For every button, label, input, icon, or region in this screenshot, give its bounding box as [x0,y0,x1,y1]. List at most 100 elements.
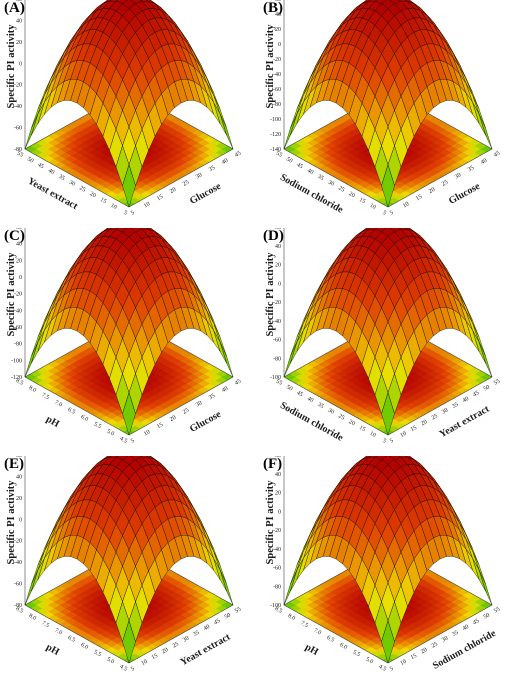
z-tick-d-5: -40 [273,319,281,325]
surface-mesh-b [283,0,493,208]
y-tick-a-10: 55 [16,151,24,159]
x-tick-a-4: 25 [182,180,190,188]
y-tick-d-10: 55 [275,379,283,387]
z-tick-b-5: -40 [273,72,281,78]
x-tick-a-7: 40 [221,158,229,166]
x-tick-b-0: 5 [389,210,395,217]
z-tick-c-6: -60 [14,325,22,331]
y-tick-f-0: 4.5 [377,664,386,673]
surface-mesh-f [283,456,493,664]
z-tick-a-2: 20 [16,40,22,46]
panel-c: 60 40 20 0 -20 -40 -60 -80 -100 -120 5 10 15 20 25 30 35… [0,228,259,456]
z-axis-title-b: Specific PI activity [265,24,276,109]
x-tick-f-7: 40 [462,624,470,632]
x-tick-e-1: 10 [140,659,148,667]
x-tick-a-8: 45 [234,151,242,159]
y-tick-f-8: 8.5 [273,606,282,615]
x-tick-e-5: 30 [182,636,190,644]
y-tick-a-8: 45 [37,162,45,170]
z-tick-b-4: -20 [273,57,281,63]
x-tick-b-3: 20 [428,187,436,195]
surface-mesh-c [24,228,234,436]
y-tick-b-0: 5 [381,210,387,217]
y-tick-d-5: 30 [327,408,335,416]
x-tick-e-9: 50 [224,612,232,620]
x-tick-b-5: 30 [454,172,462,180]
y-axis-title-d: Sodium chloride [278,400,345,444]
x-tick-a-6: 35 [208,165,216,173]
x-tick-c-6: 35 [208,393,216,401]
y-tick-a-2: 15 [99,197,107,205]
x-tick-d-2: 15 [410,425,418,433]
y-tick-d-7: 40 [306,396,314,404]
x-tick-c-0: 5 [130,438,136,445]
panel-label-d: (D) [263,228,284,244]
y-tick-f-6: 7.5 [299,620,308,629]
x-tick-d-5: 30 [441,408,449,416]
y-tick-d-3: 20 [348,419,356,427]
y-tick-f-7: 8.0 [286,613,295,622]
y-tick-b-3: 20 [348,191,356,199]
z-tick-e-7: -80 [14,603,22,609]
x-tick-d-4: 25 [431,413,439,421]
z-tick-b-3: 0 [278,42,281,48]
x-axis-title-f: Sodium chloride [431,628,498,672]
y-tick-a-7: 40 [47,168,55,176]
x-tick-c-5: 30 [195,400,203,408]
z-tick-d-6: -60 [273,338,281,344]
z-tick-b-2: 20 [275,27,281,33]
x-tick-e-6: 35 [192,630,200,638]
y-tick-a-6: 35 [57,174,65,182]
z-tick-e-6: -60 [14,582,22,588]
z-tick-a-0: 60 [16,0,22,3]
y-tick-b-8: 45 [296,162,304,170]
z-tick-e-5: -40 [14,560,22,566]
z-tick-c-4: -20 [14,292,22,298]
y-tick-e-4: 6.5 [66,635,75,644]
z-tick-b-7: -80 [273,102,281,108]
y-tick-c-7: 8.0 [27,385,36,394]
x-tick-e-2: 15 [151,653,159,661]
surface-mesh-e [24,456,234,664]
panel-label-e: (E) [4,456,24,472]
y-tick-b-10: 55 [275,151,283,159]
y-tick-e-5: 7.0 [53,628,62,637]
z-tick-a-7: -80 [14,147,22,153]
z-tick-c-5: -40 [14,308,22,314]
x-tick-f-6: 35 [451,630,459,638]
z-axis-title-d: Specific PI activity [265,252,276,337]
x-tick-d-6: 35 [451,402,459,410]
y-tick-d-9: 50 [285,384,293,392]
y-tick-d-6: 35 [316,402,324,410]
z-tick-f-4: -20 [273,528,281,534]
y-tick-d-8: 45 [296,390,304,398]
x-tick-b-4: 25 [441,180,449,188]
z-tick-e-4: -20 [14,539,22,545]
z-tick-b-6: -60 [273,87,281,93]
panel-label-a: (A) [4,0,25,16]
x-tick-e-4: 25 [172,641,180,649]
z-tick-a-5: -40 [14,104,22,110]
z-tick-b-1: 40 [275,12,281,18]
z-axis-title-a: Specific PI activity [6,24,17,109]
x-tick-f-0: 5 [389,666,395,673]
z-tick-f-6: -60 [273,566,281,572]
y-axis-title-b: Sodium chloride [278,172,345,216]
panel-label-f: (F) [263,456,283,472]
panel-e: 60 40 20 0 -20 -40 -60 -80 5 10 15 20 25 30 35 40 45 50 55… [0,456,259,684]
y-tick-e-2: 5.5 [92,649,101,658]
x-tick-c-1: 10 [143,429,151,437]
y-tick-c-1: 5.0 [105,429,114,438]
y-tick-b-1: 10 [368,203,376,211]
y-tick-f-4: 6.5 [325,635,334,644]
y-tick-a-9: 50 [26,156,34,164]
z-tick-e-3: 0 [19,517,22,523]
y-axis-title-f: pH [303,642,320,658]
y-tick-c-8: 8.5 [14,378,23,387]
z-tick-b-8: -100 [270,117,281,123]
y-tick-c-4: 6.5 [66,407,75,416]
z-tick-d-1: 40 [275,244,281,250]
x-tick-e-3: 20 [161,647,169,655]
y-tick-d-4: 25 [337,413,345,421]
y-tick-c-3: 6.0 [79,414,88,423]
